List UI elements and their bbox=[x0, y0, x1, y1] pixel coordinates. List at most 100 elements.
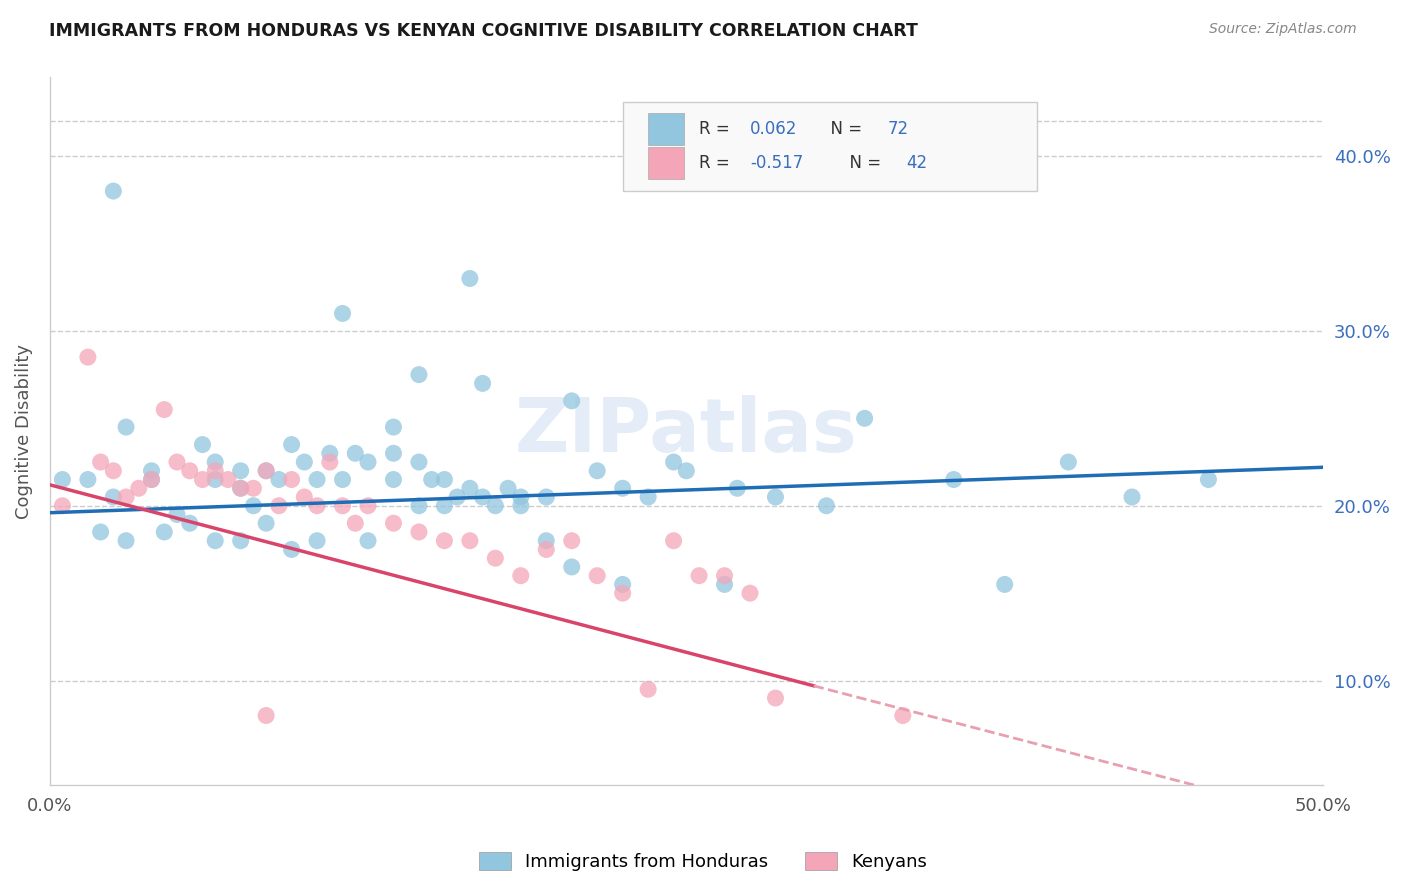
Point bbox=[191, 473, 214, 487]
Point bbox=[242, 481, 264, 495]
Point bbox=[662, 455, 685, 469]
Point bbox=[307, 533, 329, 548]
Point bbox=[725, 481, 748, 495]
Point bbox=[765, 490, 787, 504]
Point bbox=[713, 577, 735, 591]
Point bbox=[292, 490, 315, 504]
Point bbox=[458, 533, 481, 548]
Point bbox=[382, 420, 405, 434]
Point bbox=[357, 499, 380, 513]
Point bbox=[815, 499, 838, 513]
Point bbox=[90, 455, 112, 469]
Point bbox=[561, 533, 583, 548]
Point bbox=[267, 499, 290, 513]
Point bbox=[484, 551, 506, 566]
Point bbox=[408, 499, 430, 513]
Point bbox=[217, 473, 239, 487]
Point bbox=[637, 682, 659, 697]
Point bbox=[229, 533, 252, 548]
Point bbox=[292, 455, 315, 469]
Point bbox=[408, 455, 430, 469]
Point bbox=[536, 490, 558, 504]
Point bbox=[420, 473, 443, 487]
Point bbox=[332, 473, 354, 487]
Legend: Immigrants from Honduras, Kenyans: Immigrants from Honduras, Kenyans bbox=[471, 845, 935, 879]
Point bbox=[319, 446, 342, 460]
Point bbox=[115, 533, 138, 548]
Point bbox=[229, 464, 252, 478]
Point bbox=[612, 577, 634, 591]
Point bbox=[344, 446, 367, 460]
Point bbox=[332, 306, 354, 320]
Point bbox=[509, 499, 531, 513]
Point bbox=[229, 481, 252, 495]
Point bbox=[280, 473, 302, 487]
Point bbox=[179, 464, 201, 478]
Text: Source: ZipAtlas.com: Source: ZipAtlas.com bbox=[1209, 22, 1357, 37]
Point bbox=[153, 524, 176, 539]
Point bbox=[254, 708, 277, 723]
Point bbox=[509, 568, 531, 582]
Point bbox=[319, 455, 342, 469]
Point bbox=[471, 376, 494, 391]
Point bbox=[586, 568, 609, 582]
Point bbox=[307, 473, 329, 487]
Point bbox=[267, 473, 290, 487]
Point bbox=[115, 490, 138, 504]
Text: R =: R = bbox=[699, 120, 735, 137]
Point bbox=[90, 524, 112, 539]
Bar bbox=[648, 113, 683, 145]
Point bbox=[141, 473, 163, 487]
Point bbox=[765, 691, 787, 706]
Point bbox=[76, 350, 98, 364]
Point bbox=[561, 393, 583, 408]
Point bbox=[382, 473, 405, 487]
Point bbox=[433, 533, 456, 548]
Y-axis label: Cognitive Disability: Cognitive Disability bbox=[15, 344, 32, 519]
Point bbox=[994, 577, 1017, 591]
Point bbox=[382, 516, 405, 531]
Point bbox=[446, 490, 468, 504]
Point bbox=[408, 368, 430, 382]
Point bbox=[332, 499, 354, 513]
Point bbox=[891, 708, 914, 723]
Point bbox=[536, 533, 558, 548]
Point bbox=[280, 437, 302, 451]
Point bbox=[204, 533, 226, 548]
Point bbox=[1057, 455, 1080, 469]
Point bbox=[433, 499, 456, 513]
Point bbox=[942, 473, 965, 487]
Point bbox=[357, 533, 380, 548]
Point bbox=[458, 271, 481, 285]
Point bbox=[344, 516, 367, 531]
Point bbox=[675, 464, 697, 478]
Point bbox=[51, 473, 73, 487]
Bar bbox=[648, 147, 683, 178]
Point bbox=[115, 420, 138, 434]
Point bbox=[637, 490, 659, 504]
Point bbox=[713, 568, 735, 582]
Text: R =: R = bbox=[699, 153, 735, 172]
Point bbox=[496, 481, 519, 495]
Point bbox=[561, 560, 583, 574]
Point bbox=[179, 516, 201, 531]
Point bbox=[536, 542, 558, 557]
Point bbox=[586, 464, 609, 478]
Point bbox=[382, 446, 405, 460]
Point bbox=[204, 473, 226, 487]
Text: -0.517: -0.517 bbox=[749, 153, 803, 172]
Point bbox=[229, 481, 252, 495]
Point bbox=[141, 473, 163, 487]
Point bbox=[612, 481, 634, 495]
Point bbox=[51, 499, 73, 513]
Point bbox=[254, 516, 277, 531]
Point bbox=[738, 586, 761, 600]
Point bbox=[688, 568, 710, 582]
Point bbox=[103, 184, 125, 198]
Point bbox=[662, 533, 685, 548]
Text: 0.062: 0.062 bbox=[749, 120, 797, 137]
Point bbox=[254, 464, 277, 478]
Point bbox=[204, 464, 226, 478]
Text: ZIPatlas: ZIPatlas bbox=[515, 395, 858, 468]
Point bbox=[471, 490, 494, 504]
